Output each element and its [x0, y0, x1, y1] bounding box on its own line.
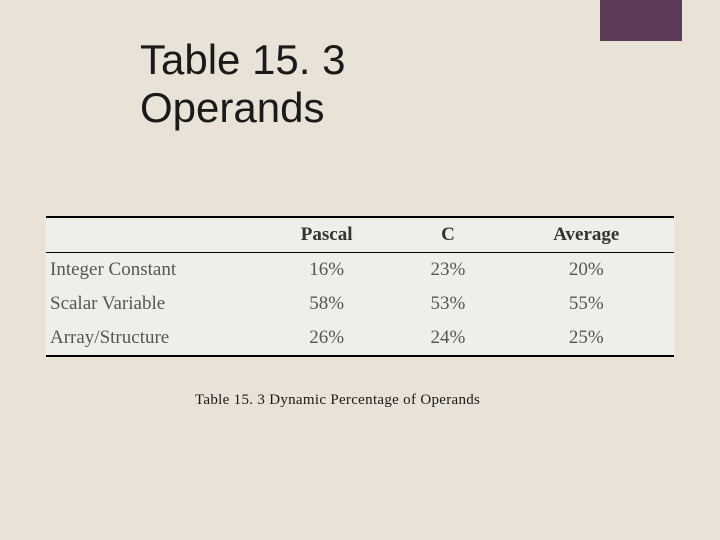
- cell-c: 23%: [397, 253, 498, 288]
- accent-box: [600, 0, 682, 41]
- table-row: Scalar Variable 58% 53% 55%: [46, 287, 674, 321]
- table-header-row: Pascal C Average: [46, 217, 674, 253]
- title-line-2: Operands: [140, 84, 324, 131]
- col-header-average: Average: [499, 217, 674, 253]
- col-header-blank: [46, 217, 256, 253]
- cell-c: 24%: [397, 321, 498, 356]
- slide-title: Table 15. 3 Operands: [140, 36, 346, 133]
- row-label: Integer Constant: [46, 253, 256, 288]
- operands-table-container: Pascal C Average Integer Constant 16% 23…: [46, 216, 674, 357]
- cell-pascal: 16%: [256, 253, 397, 288]
- table-caption: Table 15. 3 Dynamic Percentage of Operan…: [195, 392, 480, 409]
- cell-pascal: 58%: [256, 287, 397, 321]
- row-label: Scalar Variable: [46, 287, 256, 321]
- cell-c: 53%: [397, 287, 498, 321]
- cell-pascal: 26%: [256, 321, 397, 356]
- title-line-1: Table 15. 3: [140, 36, 346, 83]
- row-label: Array/Structure: [46, 321, 256, 356]
- cell-avg: 25%: [499, 321, 674, 356]
- col-header-c: C: [397, 217, 498, 253]
- cell-avg: 20%: [499, 253, 674, 288]
- table-row: Integer Constant 16% 23% 20%: [46, 253, 674, 288]
- cell-avg: 55%: [499, 287, 674, 321]
- col-header-pascal: Pascal: [256, 217, 397, 253]
- operands-table: Pascal C Average Integer Constant 16% 23…: [46, 216, 674, 357]
- table-row: Array/Structure 26% 24% 25%: [46, 321, 674, 356]
